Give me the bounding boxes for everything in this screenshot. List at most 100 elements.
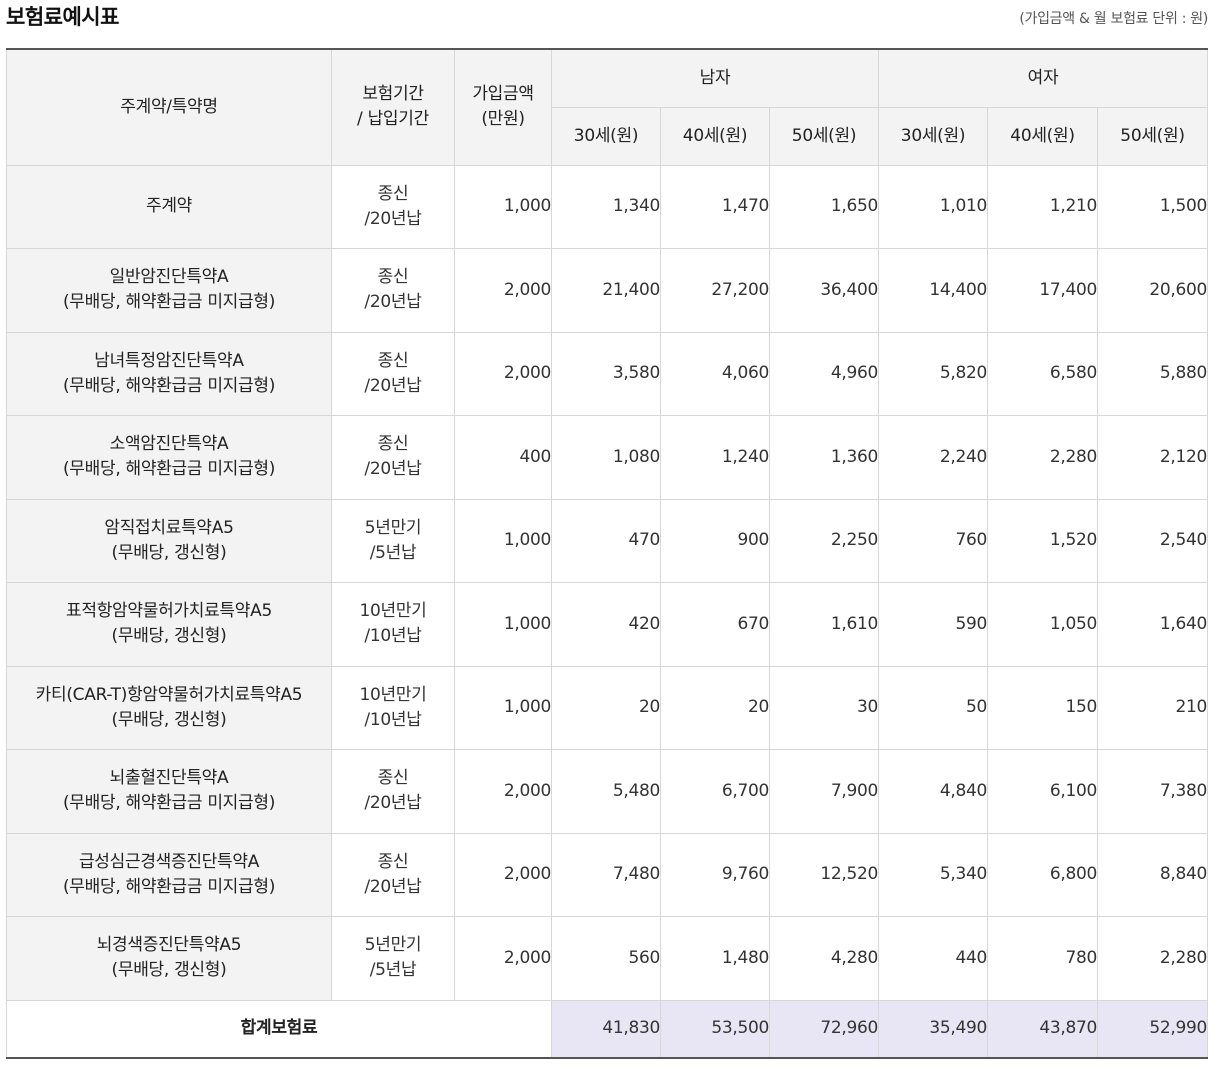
amount-cell: 1,000 (454, 498, 552, 583)
premium-cell: 6,100 (987, 749, 1098, 834)
premium-cell: 1,240 (660, 415, 770, 500)
payment-period: /5년납 (369, 542, 417, 563)
contract-name: 표적항암약물허가치료특약A5 (66, 601, 272, 622)
premium-cell: 9,760 (660, 832, 770, 917)
period-cell: 종신/20년납 (331, 331, 455, 416)
premium-cell: 20 (551, 665, 661, 750)
contract-type: (무배당, 갱신형) (111, 542, 227, 563)
amount-cell: 1,000 (454, 164, 552, 249)
premium-cell: 1,210 (987, 164, 1098, 249)
total-value: 43,870 (987, 999, 1098, 1059)
premium-cell: 670 (660, 582, 770, 667)
coverage-period: 종신 (377, 183, 409, 204)
premium-cell: 30 (769, 665, 879, 750)
premium-cell: 210 (1097, 665, 1208, 750)
payment-period: /20년납 (364, 459, 422, 480)
amount-cell: 2,000 (454, 331, 552, 416)
header-age-male-30: 30세(원) (551, 106, 661, 166)
period-cell: 종신/20년납 (331, 248, 455, 333)
header-age-female-50: 50세(원) (1097, 106, 1208, 166)
contract-name: 일반암진단특약A (109, 267, 229, 288)
premium-cell: 4,280 (769, 916, 879, 1001)
premium-cell: 27,200 (660, 248, 770, 333)
contract-name: 뇌경색증진단특약A5 (96, 935, 242, 956)
contract-name-cell: 암직접치료특약A5 (무배당, 갱신형) (6, 498, 332, 583)
header-row-top: 주계약/특약명 보험기간 / 납입기간 가입금액 (만원) 남자 여자 (6, 48, 1208, 166)
premium-cell: 150 (987, 665, 1098, 750)
coverage-period: 종신 (377, 267, 409, 288)
premium-cell: 1,470 (660, 164, 770, 249)
contract-name-cell: 남녀특정암진단특약A (무배당, 해약환급금 미지급형) (6, 331, 332, 416)
premium-cell: 5,820 (878, 331, 988, 416)
unit-note: (가입금액 & 월 보험료 단위 : 원) (1019, 11, 1208, 27)
table-row: 일반암진단특약A (무배당, 해약환급금 미지급형) 종신/20년납 2,000 21,… (6, 248, 1208, 333)
premium-cell: 1,500 (1097, 164, 1208, 249)
period-cell: 종신/20년납 (331, 415, 455, 500)
amount-cell: 2,000 (454, 248, 552, 333)
contract-type: (무배당, 해약환급금 미지급형) (62, 292, 276, 313)
payment-period: /20년납 (364, 208, 422, 229)
premium-cell: 1,010 (878, 164, 988, 249)
premium-cell: 4,840 (878, 749, 988, 834)
premium-cell: 1,480 (660, 916, 770, 1001)
amount-cell: 2,000 (454, 916, 552, 1001)
header-age-male-40: 40세(원) (660, 106, 770, 166)
premium-cell: 5,340 (878, 832, 988, 917)
table-row: 남녀특정암진단특약A (무배당, 해약환급금 미지급형) 종신/20년납 2,000 3… (6, 331, 1208, 416)
header-age-male-50: 50세(원) (769, 106, 879, 166)
page-title: 보험료예시표 (6, 5, 119, 29)
contract-name-cell: 일반암진단특약A (무배당, 해약환급금 미지급형) (6, 248, 332, 333)
premium-cell: 560 (551, 916, 661, 1001)
premium-cell: 2,120 (1097, 415, 1208, 500)
premium-cell: 5,880 (1097, 331, 1208, 416)
contract-name-cell: 주계약 (6, 164, 332, 249)
period-cell: 5년만기/5년납 (331, 916, 455, 1001)
payment-period: /20년납 (364, 793, 422, 814)
table-row: 암직접치료특약A5 (무배당, 갱신형) 5년만기/5년납 1,000 470 900 2,… (6, 498, 1208, 583)
period-cell: 종신/20년납 (331, 164, 455, 249)
total-value: 72,960 (769, 999, 879, 1059)
premium-cell: 6,580 (987, 331, 1098, 416)
contract-name: 카티(CAR-T)항암약물허가치료특약A5 (35, 684, 303, 705)
table-row: 뇌출혈진단특약A (무배당, 해약환급금 미지급형) 종신/20년납 2,000 5,4… (6, 749, 1208, 834)
premium-cell: 1,050 (987, 582, 1098, 667)
payment-period: /20년납 (364, 292, 422, 313)
premium-cell: 1,340 (551, 164, 661, 249)
amount-cell: 2,000 (454, 832, 552, 917)
contract-name-cell: 소액암진단특약A (무배당, 해약환급금 미지급형) (6, 415, 332, 500)
premium-cell: 1,360 (769, 415, 879, 500)
header-period: 보험기간 / 납입기간 (331, 48, 455, 166)
table-row: 급성심근경색증진단특약A (무배당, 해약환급금 미지급형) 종신/20년납 2,00… (6, 832, 1208, 917)
total-value: 53,500 (660, 999, 770, 1059)
premium-cell: 7,480 (551, 832, 661, 917)
table-row: 주계약 종신/20년납 1,000 1,340 1,470 1,650 1,010 1,210… (6, 164, 1208, 249)
contract-type: (무배당, 갱신형) (111, 626, 227, 647)
header-female: 여자 (878, 48, 1208, 108)
coverage-period: 10년만기 (359, 601, 427, 622)
contract-type: (무배당, 해약환급금 미지급형) (62, 459, 276, 480)
premium-cell: 14,400 (878, 248, 988, 333)
premium-cell: 6,700 (660, 749, 770, 834)
total-label: 합계보험료 (6, 999, 552, 1059)
premium-cell: 760 (878, 498, 988, 583)
header-row-ages: 30세(원) 40세(원) 50세(원) 30세(원) 40세(원) 50세(원… (7, 106, 1208, 166)
premium-cell: 12,520 (769, 832, 879, 917)
amount-cell: 2,000 (454, 749, 552, 834)
contract-name: 암직접치료특약A5 (104, 517, 234, 538)
premium-cell: 2,280 (1097, 916, 1208, 1001)
contract-name-cell: 뇌출혈진단특약A (무배당, 해약환급금 미지급형) (6, 749, 332, 834)
period-cell: 10년만기/10년납 (331, 582, 455, 667)
coverage-period: 종신 (377, 350, 409, 371)
header-contract-name: 주계약/특약명 (6, 48, 332, 166)
premium-cell: 2,540 (1097, 498, 1208, 583)
header-age-female-30: 30세(원) (878, 106, 988, 166)
payment-period: /5년납 (369, 960, 417, 981)
premium-cell: 7,900 (769, 749, 879, 834)
coverage-period: 종신 (377, 434, 409, 455)
header-age-female-40: 40세(원) (987, 106, 1098, 166)
premium-cell: 1,650 (769, 164, 879, 249)
amount-cell: 1,000 (454, 665, 552, 750)
premium-cell: 20,600 (1097, 248, 1208, 333)
premium-cell: 900 (660, 498, 770, 583)
total-row: 합계보험료 41,830 53,500 72,960 35,490 43,870… (6, 999, 1208, 1059)
